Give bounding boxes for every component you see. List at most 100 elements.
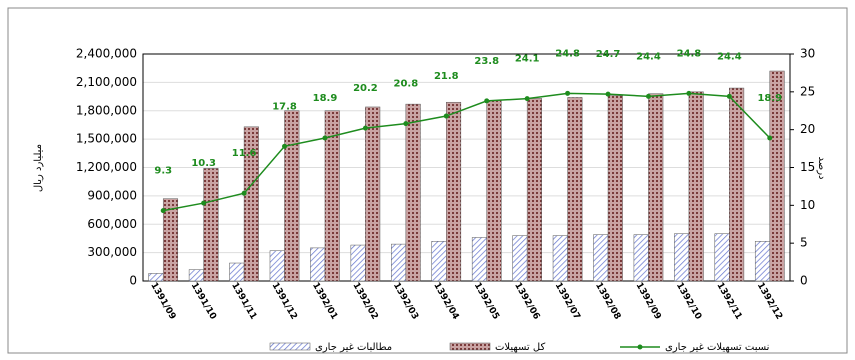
ratio-point: [403, 121, 409, 127]
legend-label: کل تسهیلات: [495, 342, 545, 353]
bar: [593, 234, 609, 282]
value-label: 21.8: [434, 71, 459, 82]
x-tick-label: 1392/09: [633, 281, 662, 321]
ratio-point: [645, 93, 651, 99]
ratio-point: [726, 93, 732, 99]
bar: [486, 100, 502, 282]
bar: [729, 87, 745, 282]
bar: [446, 101, 462, 282]
ratio-point: [160, 208, 166, 214]
bar: [365, 106, 381, 282]
ratio-point: [362, 125, 368, 131]
bar: [324, 110, 340, 282]
y2-axis-label: درصد: [816, 156, 827, 179]
x-tick-label: 1392/06: [512, 281, 541, 321]
bar: [754, 241, 771, 282]
value-label: 24.1: [515, 54, 540, 65]
value-label: 18.9: [757, 93, 782, 104]
bar: [512, 235, 528, 282]
value-label: 17.8: [272, 101, 297, 112]
y2-tick-label: 20: [800, 122, 815, 136]
bar: [471, 237, 487, 282]
value-label: 24.8: [677, 48, 702, 59]
y2-tick-label: 25: [800, 84, 815, 98]
bar: [688, 91, 704, 282]
bar: [269, 250, 285, 282]
ratio-point: [686, 90, 692, 96]
y-tick-label: 2,400,000: [76, 47, 137, 61]
y-axis-label: میلیارد ریال: [33, 144, 44, 192]
bar: [769, 70, 785, 282]
y-tick-label: 600,000: [87, 217, 137, 231]
value-label: 24.4: [636, 51, 661, 62]
x-tick-label: 1391/11: [229, 281, 258, 321]
ratio-point: [201, 200, 207, 206]
bar: [243, 126, 259, 282]
y2-tick-label: 10: [800, 198, 815, 212]
value-label: 20.8: [394, 79, 419, 90]
y-tick-label: 900,000: [87, 188, 137, 202]
x-tick-label: 1392/08: [593, 281, 622, 321]
y2-tick-label: 30: [800, 47, 815, 61]
x-tick-label: 1392/11: [714, 281, 743, 321]
ratio-point: [565, 90, 571, 96]
value-label: 11.6: [232, 148, 257, 159]
x-tick-label: 1392/12: [755, 281, 784, 321]
ratio-point: [241, 190, 247, 196]
legend-label: نسبت تسهیلات غیر جاری: [665, 342, 769, 353]
value-label: 9.3: [154, 166, 172, 177]
frame: [7, 7, 848, 354]
bar: [203, 168, 219, 282]
x-tick-label: 1391/09: [148, 281, 177, 321]
bar: [350, 244, 366, 282]
y-tick-label: 0: [129, 274, 137, 288]
bar: [648, 93, 664, 282]
y-tick-label: 2,100,000: [76, 75, 137, 89]
bar: [526, 98, 542, 282]
bar: [310, 247, 326, 282]
x-tick-label: 1392/10: [674, 281, 703, 321]
legend-swatch: [449, 342, 491, 351]
value-label: 24.8: [555, 48, 580, 59]
value-label: 23.8: [474, 56, 499, 67]
y-tick-label: 1,200,000: [76, 160, 137, 174]
ratio-line: [163, 92, 771, 212]
value-label: 20.2: [353, 83, 378, 94]
bar: [188, 269, 204, 282]
bar: [714, 233, 730, 282]
bar: [405, 103, 421, 282]
bar: [567, 97, 583, 282]
bar: [607, 95, 623, 282]
x-tick-label: 1392/04: [431, 281, 460, 321]
ratio-point: [524, 96, 530, 102]
bar: [148, 273, 164, 282]
ratio-point: [767, 135, 773, 141]
x-tick-label: 1391/12: [270, 281, 299, 321]
x-tick-label: 1391/10: [189, 281, 218, 321]
x-tick-label: 1392/05: [472, 281, 501, 321]
value-label: 10.3: [191, 158, 216, 169]
x-tick-label: 1392/01: [310, 281, 339, 321]
bar: [431, 241, 447, 282]
y-tick-label: 1,800,000: [76, 103, 137, 117]
ratio-point: [322, 135, 328, 141]
bar: [229, 262, 245, 282]
bar: [162, 198, 179, 282]
legend-point: [637, 344, 643, 350]
value-label: 18.9: [313, 93, 338, 104]
bar: [674, 233, 690, 282]
bar: [552, 235, 568, 282]
legend-swatch: [269, 342, 311, 351]
x-tick-label: 1392/03: [391, 281, 420, 321]
plot-border: [142, 53, 791, 282]
x-tick-label: 1392/07: [553, 281, 582, 321]
value-label: 24.4: [717, 51, 742, 62]
bar: [284, 110, 300, 282]
value-label: 24.7: [596, 49, 621, 60]
bar: [391, 243, 407, 282]
ratio-point: [605, 91, 611, 97]
bar: [633, 234, 649, 282]
ratio-point: [484, 98, 490, 104]
